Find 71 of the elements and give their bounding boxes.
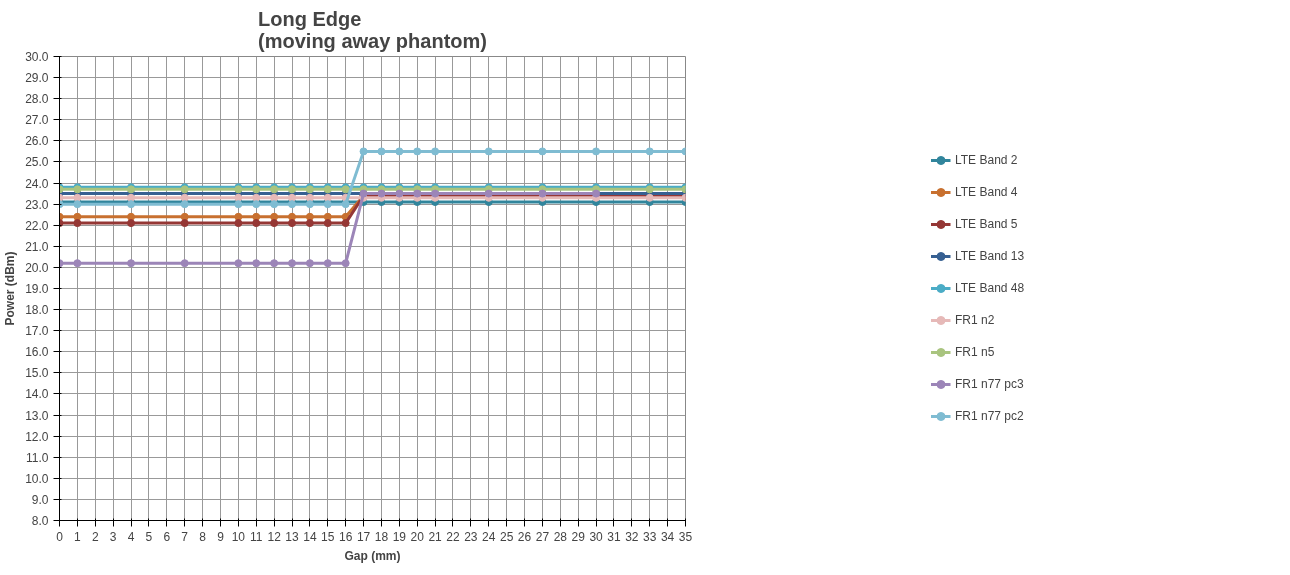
x-tick-label: 26 <box>517 529 532 544</box>
y-tick-label: 24.0 <box>25 176 49 191</box>
x-tick-label: 32 <box>625 529 639 544</box>
x-tick-label: 0 <box>56 529 64 544</box>
x-tick-label: 34 <box>660 529 675 544</box>
x-tick-label: 31 <box>607 529 621 544</box>
y-tick-label: 20.0 <box>25 260 49 275</box>
y-tick-label: 15.0 <box>25 366 49 381</box>
x-tick-label: 4 <box>127 529 135 544</box>
x-tick-label: 6 <box>163 529 171 544</box>
legend-label: LTE Band 2 <box>955 153 1019 167</box>
x-tick-label: 27 <box>535 529 550 544</box>
x-tick-label: 7 <box>181 529 189 544</box>
y-tick-label: 12.0 <box>25 429 49 444</box>
x-tick-label: 2 <box>91 529 99 544</box>
y-tick-label: 29.0 <box>25 71 49 86</box>
x-tick-label: 11 <box>250 529 263 544</box>
y-tick-label: 17.0 <box>25 324 49 339</box>
x-tick-label: 10 <box>231 529 246 544</box>
x-tick-label: 15 <box>321 529 335 544</box>
y-axis-title: Power (dBm) <box>3 251 18 326</box>
legend-label: FR1 n77 pc2 <box>955 409 1025 423</box>
y-tick-label: 14.0 <box>25 387 49 402</box>
legend-label: FR1 n5 <box>955 345 996 359</box>
y-tick-label: 9.0 <box>31 492 49 507</box>
x-tick-label: 17 <box>356 529 371 544</box>
x-tick-label: 24 <box>482 529 496 544</box>
y-tick-label: 18.0 <box>25 303 49 318</box>
y-tick-label: 19.0 <box>25 282 49 296</box>
x-tick-label: 9 <box>217 529 225 544</box>
chart-title: Long Edge (moving away phantom) <box>258 7 487 52</box>
x-axis-title: Gap (mm) <box>344 548 401 563</box>
y-tick-label: 10.0 <box>25 471 49 486</box>
legend-label: LTE Band 48 <box>955 281 1026 295</box>
x-tick-label: 28 <box>553 529 568 544</box>
x-tick-label: 18 <box>374 529 389 544</box>
x-tick-label: 35 <box>678 529 693 544</box>
y-tick-label: 30.0 <box>25 50 49 64</box>
legend-label: LTE Band 4 <box>955 185 1019 199</box>
y-tick-label: 16.0 <box>25 345 49 360</box>
x-tick-label: 25 <box>499 529 514 544</box>
y-tick-label: 23.0 <box>25 197 49 212</box>
x-tick-label: 29 <box>571 529 586 544</box>
x-tick-label: 22 <box>446 529 460 544</box>
y-tick-label: 26.0 <box>25 134 49 149</box>
legend-label: LTE Band 13 <box>955 249 1026 263</box>
x-tick-label: 5 <box>145 529 153 544</box>
y-tick-label: 13.0 <box>25 408 49 423</box>
x-tick-label: 13 <box>285 529 300 544</box>
y-tick-label: 21.0 <box>25 239 49 254</box>
x-tick-label: 1 <box>74 529 82 544</box>
x-tick-label: 33 <box>643 529 657 544</box>
x-tick-label: 8 <box>199 529 207 544</box>
x-tick-label: 23 <box>464 529 478 544</box>
y-tick-label: 22.0 <box>25 218 49 233</box>
x-tick-label: 14 <box>303 529 317 544</box>
x-tick-label: 16 <box>339 529 353 544</box>
x-tick-label: 20 <box>410 529 425 544</box>
x-tick-label: 19 <box>392 529 407 544</box>
y-tick-label: 27.0 <box>25 113 49 128</box>
y-tick-label: 28.0 <box>25 92 49 107</box>
x-tick-label: 21 <box>428 529 443 544</box>
legend-label: LTE Band 5 <box>955 217 1019 231</box>
y-tick-label: 11.0 <box>26 450 49 465</box>
x-tick-label: 12 <box>267 529 282 544</box>
y-tick-label: 8.0 <box>31 514 49 528</box>
y-tick-label: 25.0 <box>25 155 49 170</box>
legend-label: FR1 n2 <box>955 313 996 327</box>
x-tick-label: 3 <box>109 529 117 544</box>
x-tick-label: 30 <box>589 529 604 544</box>
legend-label: FR1 n77 pc3 <box>955 377 1025 391</box>
